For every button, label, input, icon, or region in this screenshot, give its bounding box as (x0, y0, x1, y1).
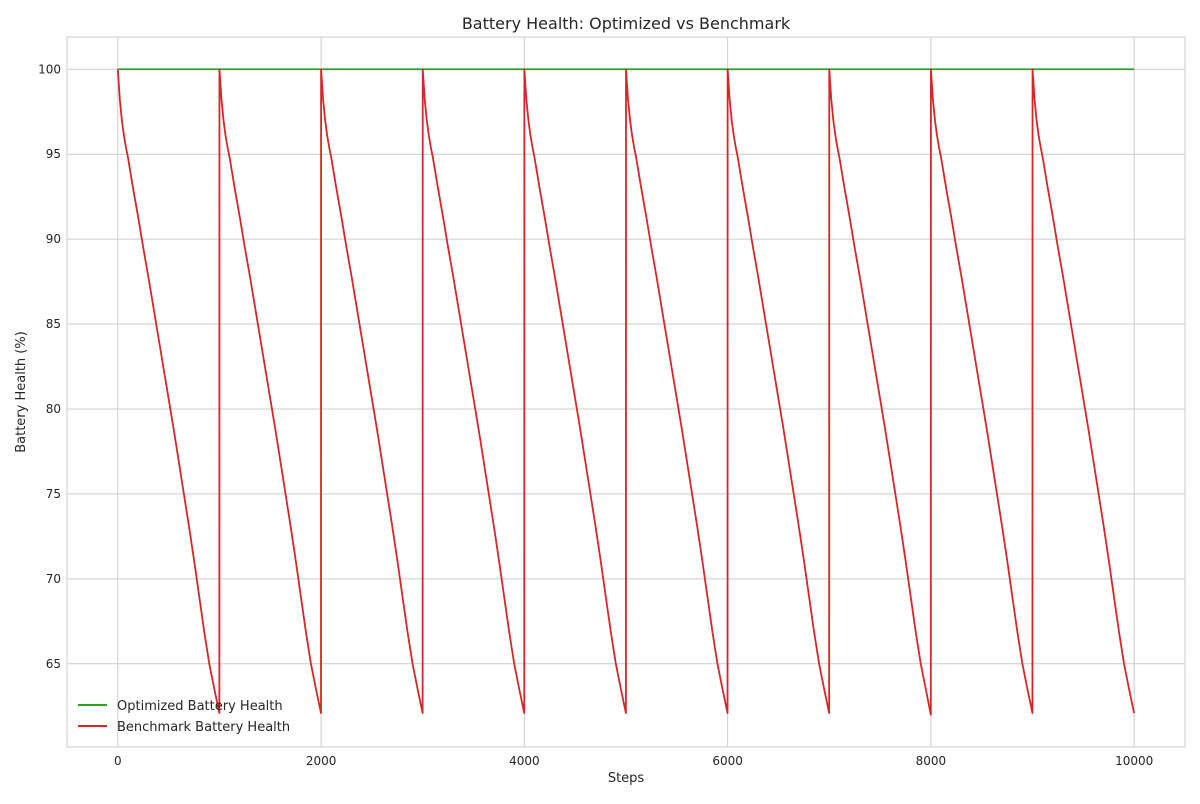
series-line-1 (116, 68, 1135, 716)
tick-labels: 0 2000 4000 6000 8000 10000 65 70 75 80 85 90 95 100 (38, 62, 1153, 768)
y-axis-label: Battery Health (%) (14, 331, 29, 453)
y-tick-label: 85 (46, 317, 61, 331)
chart-title: Battery Health: Optimized vs Benchmark (462, 14, 791, 33)
x-axis-label: Steps (608, 771, 645, 786)
x-tick-label: 6000 (712, 754, 743, 768)
y-tick-label: 100 (38, 62, 61, 76)
x-tick-label: 2000 (306, 754, 337, 768)
x-tick-label: 4000 (509, 754, 540, 768)
series-layer (116, 68, 1135, 716)
y-tick-label: 70 (46, 572, 61, 586)
y-tick-label: 75 (46, 487, 61, 501)
x-tick-label: 8000 (916, 754, 947, 768)
legend-label-benchmark: Benchmark Battery Health (117, 720, 290, 735)
y-tick-label: 95 (46, 147, 61, 161)
y-tick-label: 65 (46, 657, 61, 671)
plot-frame (66, 36, 1186, 748)
y-tick-label: 90 (46, 232, 61, 246)
y-tick-label: 80 (46, 402, 61, 416)
x-tick-label: 0 (114, 754, 122, 768)
x-tick-label: 10000 (1115, 754, 1153, 768)
legend-label-optimized: Optimized Battery Health (117, 699, 283, 714)
legend: Optimized Battery Health Benchmark Batte… (78, 699, 290, 735)
